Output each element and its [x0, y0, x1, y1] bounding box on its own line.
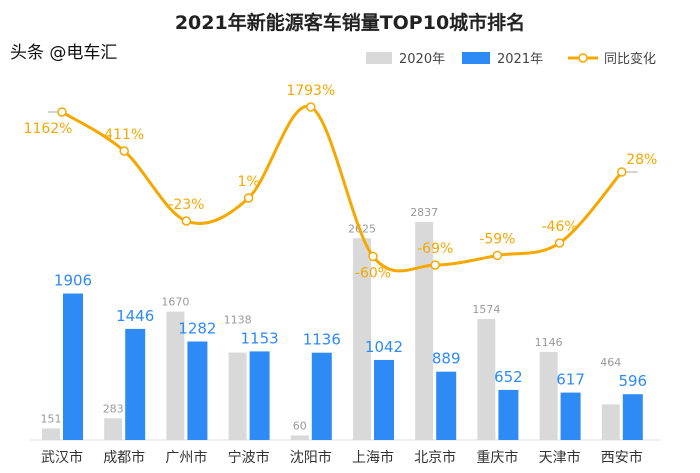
category-label: 天津市	[539, 449, 581, 466]
label-2020: 1138	[224, 313, 252, 326]
label-2020: 1670	[161, 296, 189, 309]
line-point	[306, 102, 316, 112]
bar-2020	[601, 404, 620, 440]
bar-2020	[353, 238, 371, 440]
bar-2021	[63, 293, 83, 440]
label-2021: 1042	[365, 338, 403, 356]
line-label: 28%	[626, 152, 657, 168]
line-label: 1%	[237, 174, 259, 190]
category-label: 上海市	[352, 449, 394, 466]
legend-label-2021: 2021年	[497, 52, 543, 67]
line-label: 1793%	[286, 83, 335, 99]
bar-2020	[477, 319, 496, 440]
label-2020: 2625	[348, 222, 376, 235]
category-label: 沈阳市	[290, 449, 332, 466]
category-label: 成都市	[103, 449, 145, 466]
line-point	[554, 238, 565, 248]
category-label: 西安市	[601, 449, 643, 466]
label-2021: 1282	[178, 319, 216, 337]
line-point	[181, 216, 192, 226]
label-2021: 617	[556, 371, 585, 389]
bar-2020	[166, 311, 185, 440]
line-label: -23%	[168, 197, 204, 213]
bar-2021	[187, 341, 208, 440]
label-2021: 652	[494, 368, 523, 386]
line-label: 1162%	[24, 121, 73, 137]
legend-label-2020: 2020年	[399, 52, 445, 67]
label-2021: 1153	[241, 329, 279, 347]
line-label: 411%	[104, 127, 144, 143]
label-2020: 60	[293, 419, 307, 432]
label-2021: 1906	[54, 272, 92, 290]
bar-2021	[498, 389, 519, 440]
legend-swatch-2020	[366, 52, 392, 64]
label-2020: 464	[600, 356, 621, 369]
category-label: 宁波市	[228, 449, 270, 466]
line-point	[119, 146, 129, 156]
bar-2021	[125, 328, 146, 440]
label-2020: 151	[41, 412, 62, 425]
line-point	[57, 107, 67, 117]
category-label: 广州市	[165, 449, 207, 466]
line-point	[492, 250, 503, 261]
line-label: -59%	[479, 231, 515, 247]
line-label: -60%	[355, 265, 391, 281]
category-label: 武汉市	[41, 449, 83, 466]
label-2020: 1146	[535, 336, 563, 349]
label-2020: 1574	[472, 303, 500, 316]
line-series	[61, 104, 623, 273]
legend-marker	[578, 53, 588, 63]
bar-2021	[311, 352, 332, 440]
line-point	[368, 251, 378, 262]
bar-2020	[104, 418, 123, 440]
bar-2020	[42, 428, 60, 440]
label-2021: 1446	[116, 307, 154, 325]
label-2021: 596	[618, 372, 647, 390]
bar-2020	[539, 351, 558, 440]
label-2020: 283	[103, 402, 124, 415]
bar-2020	[290, 435, 309, 440]
watermark: 头条 @电车汇	[10, 43, 118, 63]
bar-2021	[622, 394, 643, 440]
bar-2021	[374, 359, 394, 440]
line-point	[430, 260, 440, 270]
line-label: -69%	[417, 241, 453, 257]
chart-title: 2021年新能源客车销量TOP10城市排名	[174, 12, 526, 34]
bar-2020	[228, 352, 247, 440]
bar-2020	[415, 222, 434, 440]
bar-2021	[560, 392, 581, 440]
line-point	[617, 167, 627, 177]
label-2021: 889	[432, 350, 461, 368]
line-point	[243, 193, 254, 203]
legend-label-change: 同比变化	[604, 51, 656, 67]
label-2020: 2837	[410, 206, 438, 219]
category-label: 北京市	[414, 449, 456, 466]
bar-2021	[249, 351, 270, 440]
line-label: -46%	[542, 219, 578, 235]
category-label: 重庆市	[476, 449, 518, 466]
label-2021: 1136	[303, 331, 341, 349]
bar-2021	[436, 371, 457, 440]
legend-swatch-2021	[462, 52, 490, 64]
